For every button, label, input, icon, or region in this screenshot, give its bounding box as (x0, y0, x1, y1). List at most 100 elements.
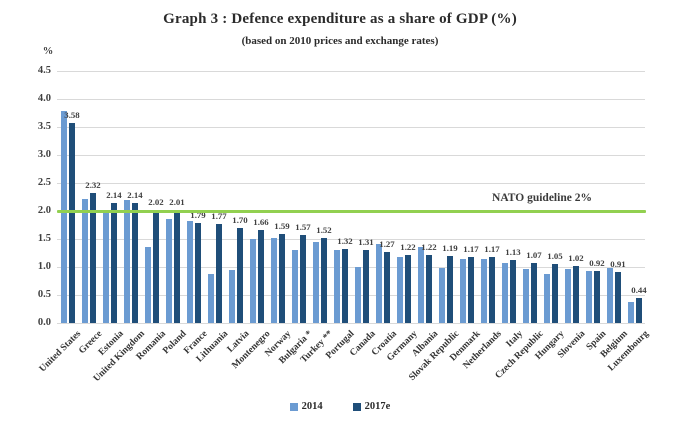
bar-2014 (481, 259, 487, 323)
gridline (57, 239, 645, 240)
bar-2017e (174, 210, 180, 323)
value-label: 1.19 (442, 243, 458, 253)
bar-2017e (321, 238, 327, 323)
y-tick-label: 1.5 (37, 233, 51, 244)
bar-2014 (208, 274, 214, 323)
bar-2017e (426, 255, 432, 323)
y-tick-label: 0.5 (37, 289, 51, 300)
y-tick-label: 4.5 (37, 65, 51, 76)
value-label: 1.66 (253, 217, 269, 227)
chart-title: Graph 3 : Defence expenditure as a share… (163, 11, 517, 27)
value-label: 1.27 (379, 239, 395, 249)
value-label: 1.22 (421, 242, 437, 252)
value-label: 1.07 (526, 250, 542, 260)
gridline (57, 183, 645, 184)
bar-2014 (586, 271, 592, 323)
bar-2014 (103, 213, 109, 323)
gridline (57, 99, 645, 100)
gridline (57, 127, 645, 128)
value-label: 1.52 (316, 225, 332, 235)
value-label: 0.92 (589, 258, 605, 268)
bar-2014 (544, 274, 550, 323)
bar-2017e (195, 223, 201, 323)
value-label: 1.77 (211, 211, 227, 221)
value-label: 1.17 (484, 244, 500, 254)
y-tick-label: 3.5 (37, 121, 51, 132)
value-label: 3.58 (64, 110, 80, 120)
bar-2014 (124, 200, 130, 323)
y-axis-unit-label: % (42, 46, 54, 57)
bar-2017e (468, 257, 474, 323)
chart-subtitle: (based on 2010 prices and exchange rates… (241, 35, 439, 47)
value-label: 1.32 (337, 236, 353, 246)
bar-2014 (313, 242, 319, 323)
bar-2014 (166, 219, 172, 323)
bar-2017e (342, 249, 348, 323)
value-label: 1.22 (400, 242, 416, 252)
gridline (57, 71, 645, 72)
legend-item-2014: 2014 (289, 401, 323, 412)
legend: 2014 2017e (0, 401, 680, 412)
bar-2017e (111, 203, 117, 323)
legend-label-2014: 2014 (301, 401, 323, 412)
bar-2017e (405, 255, 411, 323)
value-label: 0.44 (631, 285, 647, 295)
bar-2017e (573, 266, 579, 323)
bar-2017e (69, 123, 75, 323)
bar-2014 (523, 269, 529, 323)
bar-2017e (510, 260, 516, 323)
bar-2014 (82, 199, 88, 323)
bar-2017e (594, 271, 600, 323)
bar-2017e (279, 234, 285, 323)
bar-2017e (636, 298, 642, 323)
gridline (57, 295, 645, 296)
bar-2014 (460, 259, 466, 323)
nato-guideline-line (57, 210, 646, 213)
bar-2014 (502, 263, 508, 323)
bar-2014 (439, 268, 445, 323)
bar-2014 (397, 257, 403, 323)
bar-2014 (250, 239, 256, 323)
bar-2014 (418, 247, 424, 323)
y-tick-label: 4.0 (37, 93, 51, 104)
bar-2017e (237, 228, 243, 323)
bar-2014 (229, 270, 235, 323)
value-label: 2.32 (85, 180, 101, 190)
bar-2017e (615, 272, 621, 323)
bar-2017e (90, 193, 96, 323)
bar-2014 (292, 250, 298, 323)
value-label: 2.14 (106, 190, 122, 200)
nato-guideline-label: NATO guideline 2% (492, 192, 592, 204)
y-tick-label: 2.0 (37, 205, 51, 216)
bar-2014 (334, 250, 340, 323)
y-tick-label: 0.0 (37, 317, 51, 328)
bar-2014 (565, 269, 571, 323)
bar-2017e (132, 203, 138, 323)
value-label: 1.79 (190, 210, 206, 220)
y-tick-label: 1.0 (37, 261, 51, 272)
bar-2017e (552, 264, 558, 323)
value-label: 2.01 (169, 197, 185, 207)
value-label: 1.31 (358, 237, 374, 247)
bar-2017e (216, 224, 222, 323)
bar-2014 (376, 244, 382, 323)
bar-2014 (607, 268, 613, 323)
value-label: 2.02 (148, 197, 164, 207)
bar-2014 (187, 221, 193, 323)
legend-item-2017e: 2017e (352, 401, 390, 412)
value-label: 1.02 (568, 253, 584, 263)
bar-2014 (355, 267, 361, 323)
bar-2017e (384, 252, 390, 323)
value-label: 1.17 (463, 244, 479, 254)
value-label: 0.91 (610, 259, 626, 269)
value-label: 2.14 (127, 190, 143, 200)
legend-swatch-2014 (289, 402, 298, 411)
y-tick-label: 2.5 (37, 177, 51, 188)
bar-2017e (258, 230, 264, 323)
bar-2017e (447, 256, 453, 323)
bar-2014 (628, 302, 634, 323)
bar-2017e (489, 257, 495, 323)
gridline (57, 323, 645, 324)
